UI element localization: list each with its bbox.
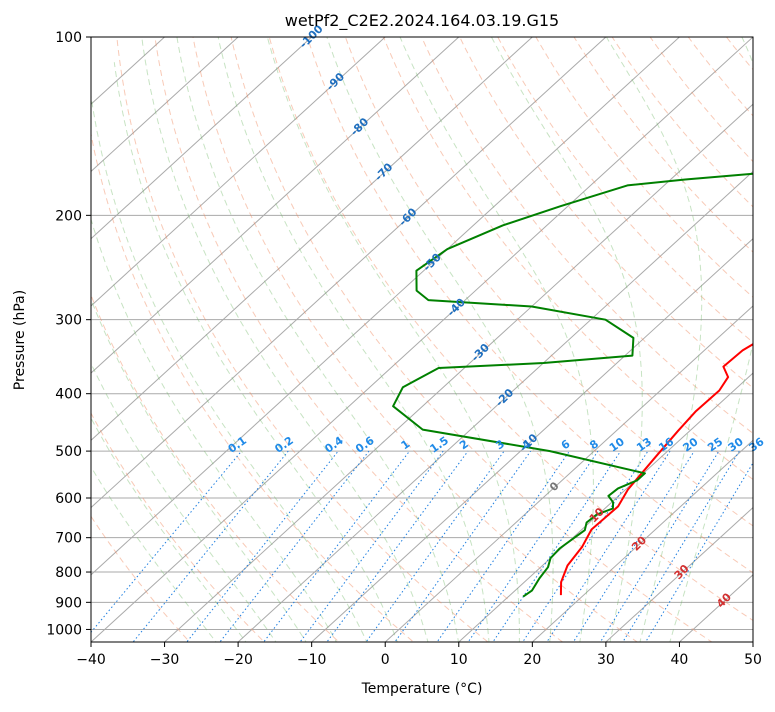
x-tick-label: −30 <box>150 652 180 668</box>
y-tick-label: 200 <box>55 208 82 224</box>
y-tick-label: 1000 <box>46 622 82 638</box>
x-tick-label: −20 <box>223 652 253 668</box>
x-tick-label: 30 <box>597 652 615 668</box>
y-tick-label: 400 <box>55 387 82 403</box>
x-axis-label: Temperature (°C) <box>361 681 483 697</box>
y-tick-label: 900 <box>55 595 82 611</box>
y-tick-label: 300 <box>55 313 82 329</box>
x-tick-label: 50 <box>744 652 762 668</box>
dry-adiabat <box>756 26 775 654</box>
x-tick-label: −40 <box>76 652 106 668</box>
y-tick-label: 600 <box>55 491 82 507</box>
y-tick-label: 700 <box>55 531 82 547</box>
y-tick-label: 500 <box>55 444 82 460</box>
y-tick-label: 100 <box>55 30 82 46</box>
x-tick-label: 10 <box>450 652 468 668</box>
x-tick-label: 20 <box>523 652 541 668</box>
y-axis-label: Pressure (hPa) <box>12 290 28 390</box>
x-tick-label: 0 <box>381 652 390 668</box>
x-tick-label: −10 <box>297 652 327 668</box>
x-tick-label: 40 <box>671 652 689 668</box>
y-tick-label: 800 <box>55 565 82 581</box>
chart-title: wetPf2_C2E2.2024.164.03.19.G15 <box>285 11 559 31</box>
